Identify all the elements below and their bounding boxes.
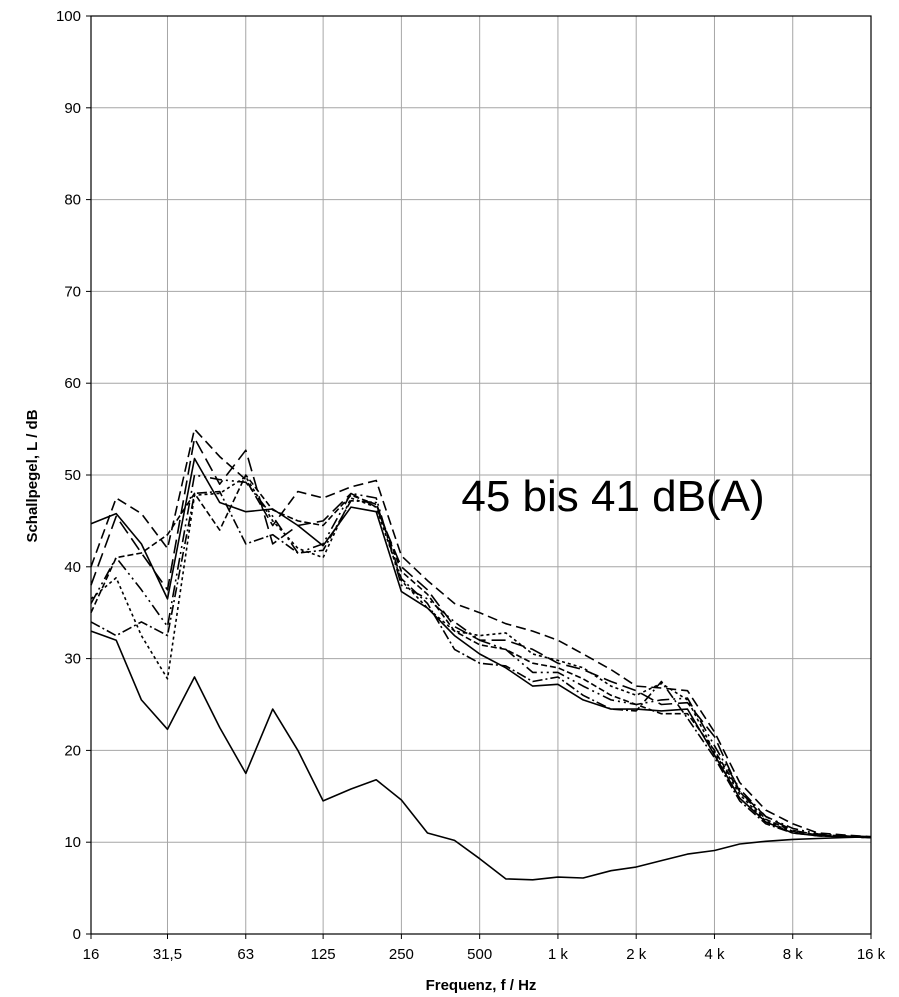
y-tick-label: 100 xyxy=(56,8,81,25)
chart-annotation: 45 bis 41 dB(A) xyxy=(461,472,764,521)
y-tick-label: 10 xyxy=(64,834,81,851)
series-line-8 xyxy=(90,474,872,839)
x-tick-labels: 16 31,5 63 125 250 500 1 k 2 k 4 k 8 k 16 k xyxy=(83,934,886,963)
x-tick-label: 125 xyxy=(311,946,336,963)
x-tick-label: 250 xyxy=(389,946,414,963)
x-tick-label: 31,5 xyxy=(153,946,182,963)
series-group xyxy=(90,428,872,881)
y-axis-title: Schallpegel, L / dB xyxy=(24,409,41,542)
y-tick-label: 70 xyxy=(64,283,81,300)
x-tick-label: 2 k xyxy=(626,946,647,963)
y-tick-label: 90 xyxy=(64,100,81,117)
series-line-7 xyxy=(90,490,872,839)
x-axis-title: Frequenz, f / Hz xyxy=(426,977,537,994)
y-tick-labels: 0 10 20 30 40 50 60 70 80 90 100 xyxy=(56,8,91,943)
series-line-2 xyxy=(90,457,872,839)
y-tick-label: 80 xyxy=(64,192,81,209)
y-tick-label: 40 xyxy=(64,559,81,576)
y-tick-label: 20 xyxy=(64,742,81,759)
x-tick-label: 4 k xyxy=(704,946,725,963)
x-tick-label: 8 k xyxy=(783,946,804,963)
y-tick-label: 50 xyxy=(64,467,81,484)
y-tick-label: 30 xyxy=(64,651,81,668)
x-tick-label: 16 xyxy=(83,946,100,963)
series-line-1 xyxy=(90,630,872,881)
series-line-3 xyxy=(90,428,872,838)
x-tick-label: 500 xyxy=(467,946,492,963)
x-tick-label: 1 k xyxy=(548,946,569,963)
series-line-5 xyxy=(90,474,872,839)
x-tick-label: 63 xyxy=(237,946,254,963)
y-tick-label: 60 xyxy=(64,375,81,392)
series-line-6 xyxy=(90,475,872,839)
x-tick-label: 16 k xyxy=(857,946,886,963)
y-tick-label: 0 xyxy=(73,926,81,943)
